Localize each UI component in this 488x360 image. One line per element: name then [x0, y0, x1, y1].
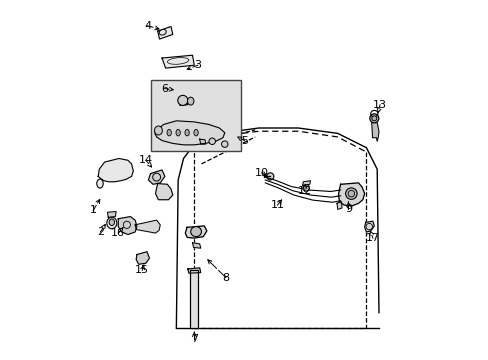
Polygon shape [179, 101, 187, 105]
Ellipse shape [369, 114, 378, 123]
Polygon shape [155, 121, 224, 145]
Polygon shape [371, 123, 378, 141]
Polygon shape [136, 252, 149, 264]
Polygon shape [107, 212, 116, 217]
Text: 13: 13 [372, 100, 386, 110]
Ellipse shape [187, 97, 194, 105]
Ellipse shape [184, 130, 189, 136]
Ellipse shape [194, 130, 198, 136]
Polygon shape [336, 202, 341, 210]
Polygon shape [338, 183, 364, 206]
Ellipse shape [159, 30, 166, 35]
Polygon shape [162, 55, 194, 68]
Ellipse shape [178, 95, 187, 105]
Polygon shape [364, 221, 373, 232]
Bar [190, 270, 198, 328]
Polygon shape [192, 243, 201, 248]
Text: 2: 2 [97, 227, 103, 237]
Text: 12: 12 [297, 186, 311, 197]
Text: 9: 9 [344, 204, 351, 214]
Text: 10: 10 [254, 168, 268, 178]
Ellipse shape [167, 130, 171, 136]
Ellipse shape [109, 219, 114, 226]
Ellipse shape [176, 130, 180, 136]
Ellipse shape [190, 226, 201, 237]
Polygon shape [199, 139, 205, 144]
Polygon shape [158, 27, 172, 39]
Ellipse shape [266, 173, 273, 180]
Ellipse shape [303, 185, 309, 191]
Polygon shape [187, 268, 201, 273]
Text: 3: 3 [194, 60, 201, 70]
Bar [150, 80, 241, 151]
Ellipse shape [97, 179, 103, 188]
Polygon shape [185, 226, 206, 238]
Text: 4: 4 [144, 21, 151, 31]
Polygon shape [98, 158, 133, 182]
Text: 7: 7 [190, 333, 198, 343]
Polygon shape [302, 181, 310, 185]
Polygon shape [135, 220, 160, 233]
Text: 16: 16 [111, 228, 125, 238]
Text: 15: 15 [135, 265, 149, 275]
Text: 17: 17 [365, 233, 379, 243]
Text: 6: 6 [161, 84, 168, 94]
Polygon shape [118, 217, 137, 234]
Polygon shape [155, 184, 172, 200]
Ellipse shape [345, 188, 356, 199]
Ellipse shape [154, 126, 162, 135]
Text: 11: 11 [270, 200, 284, 210]
Ellipse shape [106, 217, 117, 229]
Text: 8: 8 [222, 273, 229, 283]
Ellipse shape [221, 141, 227, 147]
Text: 14: 14 [139, 155, 153, 165]
Text: 1: 1 [89, 206, 97, 216]
Ellipse shape [208, 138, 215, 144]
Text: 5: 5 [241, 136, 247, 145]
Polygon shape [148, 170, 164, 184]
Ellipse shape [371, 116, 376, 121]
